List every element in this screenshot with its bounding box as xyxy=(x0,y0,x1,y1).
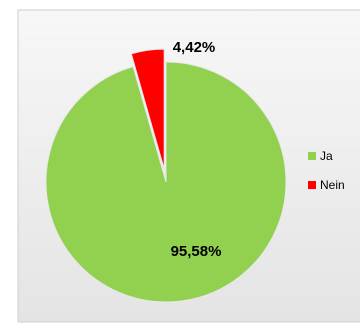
legend-label-ja: Ja xyxy=(320,149,333,163)
legend-swatch-ja xyxy=(308,152,316,160)
pie-slice-nein xyxy=(130,48,165,170)
legend: Ja Nein xyxy=(308,149,345,192)
legend-label-nein: Nein xyxy=(320,178,345,192)
data-label-ja: 95,58% xyxy=(171,243,222,260)
legend-swatch-nein xyxy=(308,181,316,189)
data-label-nein: 4,42% xyxy=(173,39,216,56)
pie-slice-ja xyxy=(45,61,287,303)
